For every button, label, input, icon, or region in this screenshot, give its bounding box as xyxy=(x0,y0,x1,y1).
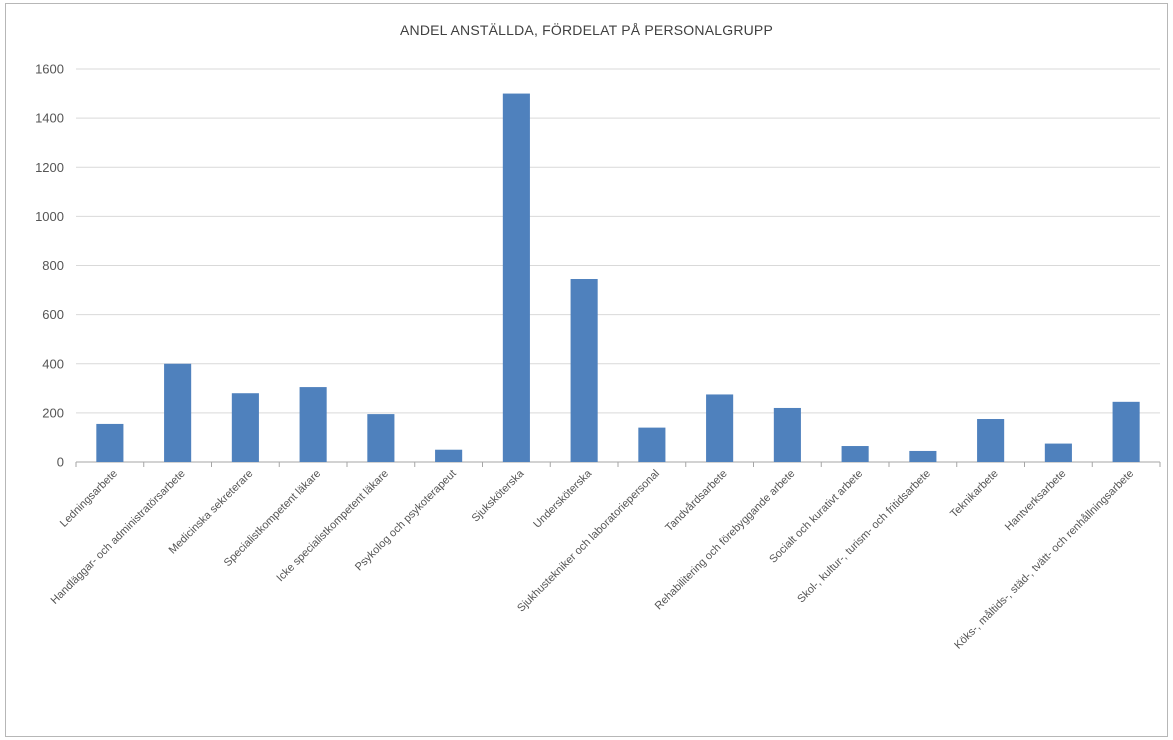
bar xyxy=(502,93,530,462)
bars xyxy=(96,93,1140,462)
bar xyxy=(367,414,395,462)
bar xyxy=(231,393,259,462)
bar xyxy=(773,407,801,462)
x-tick-label: Ledningsarbete xyxy=(58,468,120,530)
x-tick-label: Handläggar- och administratörsarbete xyxy=(49,468,188,607)
y-tick-label: 600 xyxy=(42,307,64,322)
y-tick-label: 1000 xyxy=(35,209,64,224)
bar xyxy=(299,387,327,462)
bar xyxy=(1044,443,1072,462)
bar xyxy=(1112,401,1140,462)
x-tick-label: Skol-, kultur-, turism- och fritidsarbet… xyxy=(795,468,933,606)
bar xyxy=(435,449,463,462)
bar xyxy=(977,419,1005,462)
x-tick-label: Teknikarbete xyxy=(948,468,1001,521)
y-tick-label: 1400 xyxy=(35,111,64,126)
x-tick-label: Tandvårdsarbete xyxy=(663,468,729,534)
y-axis: 0 200 400 600 800 1000 1200 1400 1600 xyxy=(35,62,64,470)
bar xyxy=(96,423,124,462)
bar xyxy=(638,427,666,462)
y-tick-label: 200 xyxy=(42,405,64,420)
x-tick-label: Hantverksarbete xyxy=(1003,468,1069,534)
x-tick-label: Sjukhustekniker och laboratoriepersonal xyxy=(515,468,662,615)
chart-title: ANDEL ANSTÄLLDA, FÖRDELAT PÅ PERSONALGRU… xyxy=(399,22,774,38)
bar xyxy=(570,279,598,462)
y-tick-label: 0 xyxy=(57,455,64,470)
y-tick-label: 1600 xyxy=(35,62,64,77)
x-tick-label: Sjuksköterska xyxy=(470,467,528,525)
y-tick-label: 1200 xyxy=(35,160,64,175)
gridlines xyxy=(76,68,1160,463)
bar xyxy=(706,394,734,462)
x-tick-label: Icke specialistkompetent läkare xyxy=(274,468,391,585)
bar xyxy=(909,450,937,462)
x-tick-label: Rehabilitering och förebyggande arbete xyxy=(653,468,798,613)
y-tick-label: 400 xyxy=(42,356,64,371)
bar xyxy=(841,446,869,462)
bar xyxy=(164,363,192,462)
x-tick-label: Undersköterska xyxy=(531,467,595,531)
y-tick-label: 800 xyxy=(42,258,64,273)
